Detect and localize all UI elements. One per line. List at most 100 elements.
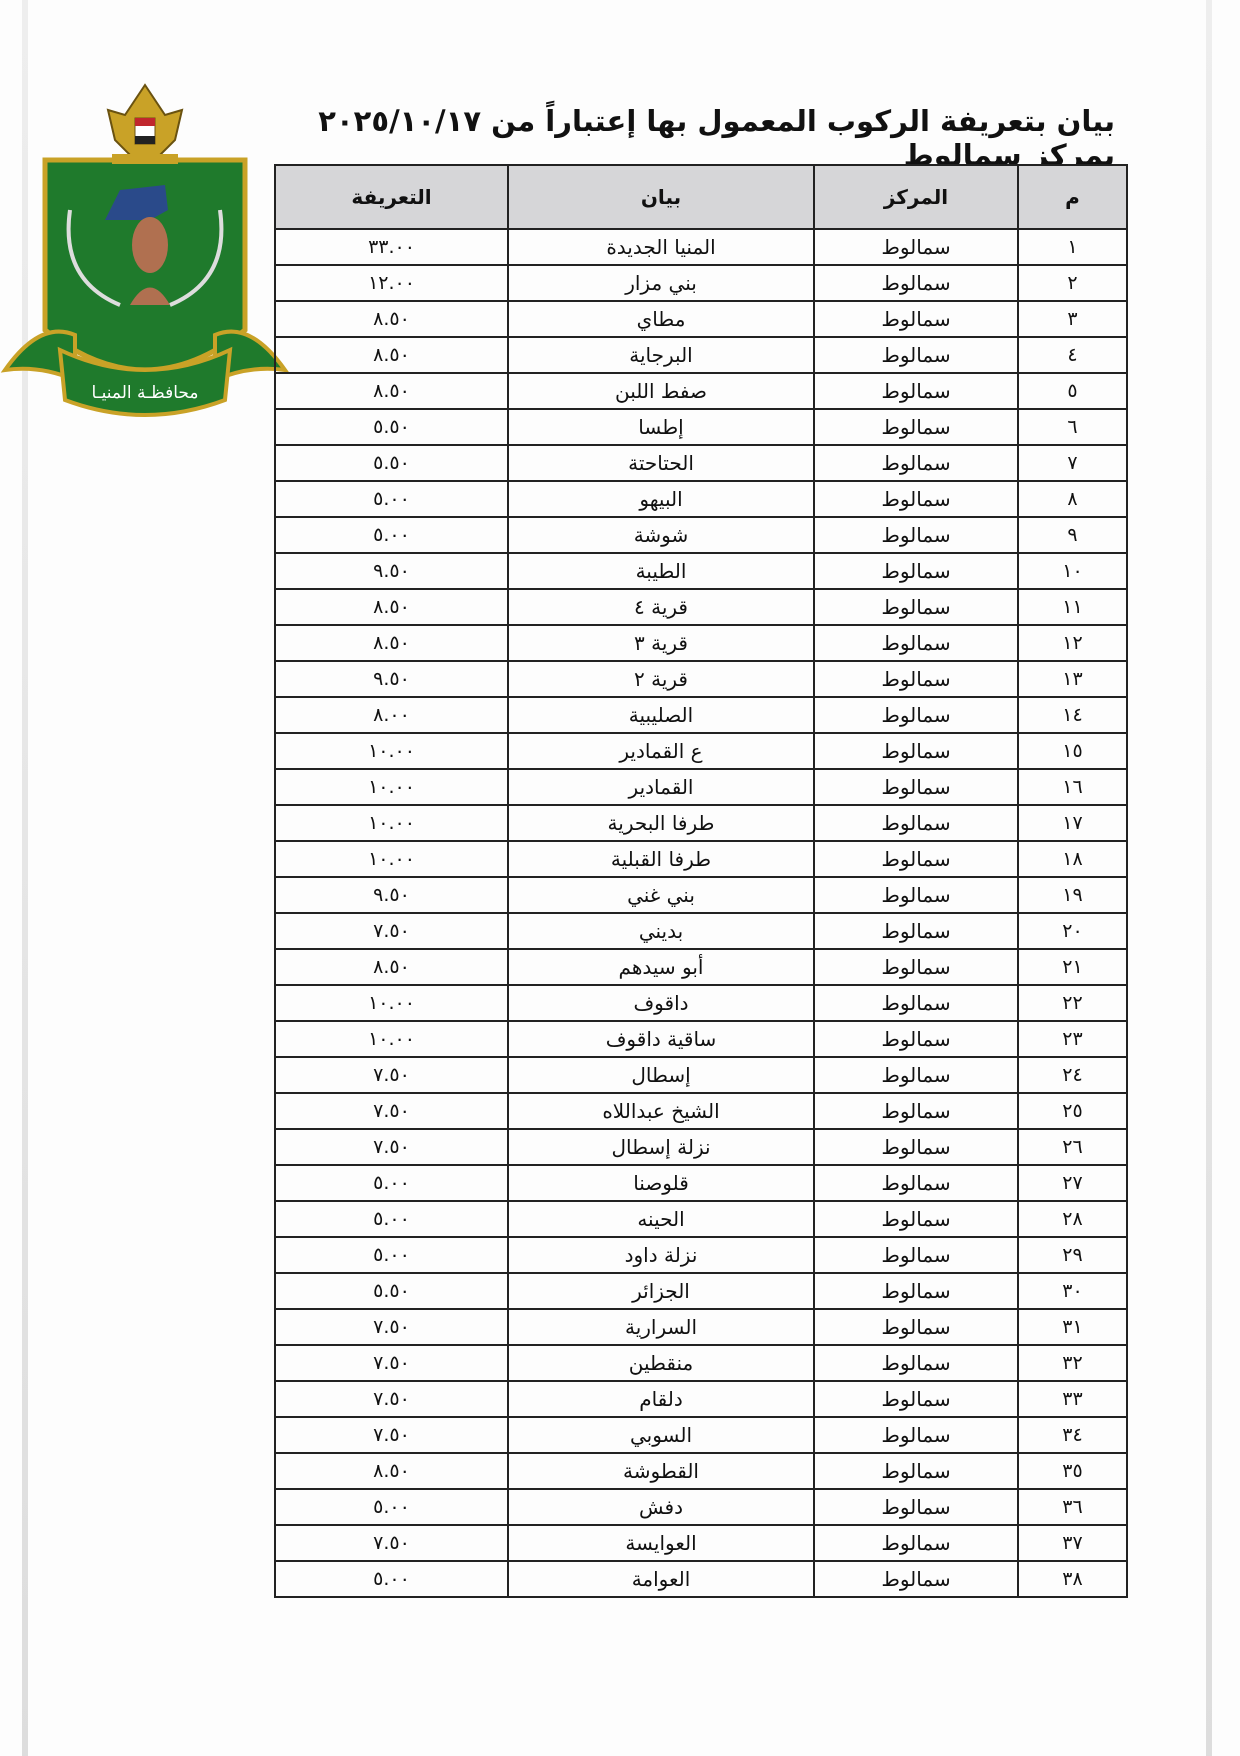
table-row: ٣٠ سمالوط الجزائر ٥.٥٠	[274, 1272, 1128, 1310]
table-row: ١٣ سمالوط قرية ٢ ٩.٥٠	[274, 660, 1128, 698]
cell-index: ١٥	[1017, 732, 1128, 770]
cell-fare: ٧.٥٠	[274, 1128, 509, 1166]
cell-fare: ٨.٠٠	[274, 696, 509, 734]
cell-index: ٢١	[1017, 948, 1128, 986]
table-row: ٢٩ سمالوط نزلة داود ٥.٠٠	[274, 1236, 1128, 1274]
cell-index: ٢	[1017, 264, 1128, 302]
nefertiti-icon	[105, 185, 170, 305]
cell-center: سمالوط	[813, 480, 1019, 518]
cell-index: ٣٣	[1017, 1380, 1128, 1418]
cell-description: أبو سيدهم	[507, 948, 815, 986]
cell-description: شوشة	[507, 516, 815, 554]
table-row: ٣٣ سمالوط دلقام ٧.٥٠	[274, 1380, 1128, 1418]
cell-description: بني مزار	[507, 264, 815, 302]
cell-center: سمالوط	[813, 984, 1019, 1022]
page-edge-right	[1206, 0, 1212, 1756]
cell-center: سمالوط	[813, 840, 1019, 878]
cell-index: ٢٢	[1017, 984, 1128, 1022]
table-row: ٢ سمالوط بني مزار ١٢.٠٠	[274, 264, 1128, 302]
cell-index: ٦	[1017, 408, 1128, 446]
cell-index: ١٤	[1017, 696, 1128, 734]
cell-description: دلقام	[507, 1380, 815, 1418]
cell-index: ١٧	[1017, 804, 1128, 842]
cell-center: سمالوط	[813, 1488, 1019, 1526]
cell-index: ٥	[1017, 372, 1128, 410]
cell-fare: ٨.٥٠	[274, 948, 509, 986]
cell-center: سمالوط	[813, 1452, 1019, 1490]
cell-center: سمالوط	[813, 1380, 1019, 1418]
cell-fare: ٨.٥٠	[274, 336, 509, 374]
eagle-icon	[106, 83, 184, 164]
cell-description: نزلة إسطال	[507, 1128, 815, 1166]
cell-center: سمالوط	[813, 1056, 1019, 1094]
cell-description: القطوشة	[507, 1452, 815, 1490]
table-row: ١٩ سمالوط بني غني ٩.٥٠	[274, 876, 1128, 914]
cell-index: ٤	[1017, 336, 1128, 374]
cell-fare: ٥.٠٠	[274, 480, 509, 518]
cell-center: سمالوط	[813, 1128, 1019, 1166]
cell-center: سمالوط	[813, 876, 1019, 914]
table-row: ٢٧ سمالوط قلوصنا ٥.٠٠	[274, 1164, 1128, 1202]
cell-center: سمالوط	[813, 1344, 1019, 1382]
table-row: ٢٨ سمالوط الحينه ٥.٠٠	[274, 1200, 1128, 1238]
cell-fare: ١٢.٠٠	[274, 264, 509, 302]
cell-fare: ١٠.٠٠	[274, 768, 509, 806]
cell-center: سمالوط	[813, 624, 1019, 662]
page-edge-left	[22, 0, 28, 1756]
logo-text: محافظـة المنيـا	[92, 383, 199, 403]
cell-center: سمالوط	[813, 948, 1019, 986]
cell-center: سمالوط	[813, 1416, 1019, 1454]
cell-center: سمالوط	[813, 1200, 1019, 1238]
table-row: ١٢ سمالوط قرية ٣ ٨.٥٠	[274, 624, 1128, 662]
table-row: ٢٥ سمالوط الشيخ عبداللاه ٧.٥٠	[274, 1092, 1128, 1130]
cell-index: ١١	[1017, 588, 1128, 626]
cell-index: ١٠	[1017, 552, 1128, 590]
cell-description: نزلة داود	[507, 1236, 815, 1274]
table-row: ٣٤ سمالوط السوبي ٧.٥٠	[274, 1416, 1128, 1454]
cell-index: ٣	[1017, 300, 1128, 338]
cell-index: ١٨	[1017, 840, 1128, 878]
table-row: ٢١ سمالوط أبو سيدهم ٨.٥٠	[274, 948, 1128, 986]
table-row: ٢٦ سمالوط نزلة إسطال ٧.٥٠	[274, 1128, 1128, 1166]
table-header-row: م المركز بيان التعريفة	[274, 164, 1128, 230]
cell-index: ٢٩	[1017, 1236, 1128, 1274]
cell-index: ٢٥	[1017, 1092, 1128, 1130]
table-row: ٤ سمالوط البرجاية ٨.٥٠	[274, 336, 1128, 374]
cell-index: ٢٠	[1017, 912, 1128, 950]
table-row: ٢٤ سمالوط إسطال ٧.٥٠	[274, 1056, 1128, 1094]
cell-center: سمالوط	[813, 1272, 1019, 1310]
cell-center: سمالوط	[813, 1092, 1019, 1130]
cell-description: العوايسة	[507, 1524, 815, 1562]
cell-fare: ٥.٠٠	[274, 1236, 509, 1274]
cell-fare: ٧.٥٠	[274, 1380, 509, 1418]
cell-description: العوامة	[507, 1560, 815, 1598]
cell-description: البرجاية	[507, 336, 815, 374]
table-row: ١٥ سمالوط ع القمادير ١٠.٠٠	[274, 732, 1128, 770]
cell-index: ١٩	[1017, 876, 1128, 914]
cell-description: طرفا القبلية	[507, 840, 815, 878]
cell-description: الحتاحتة	[507, 444, 815, 482]
cell-fare: ١٠.٠٠	[274, 984, 509, 1022]
cell-center: سمالوط	[813, 1560, 1019, 1598]
cell-description: قرية ٢	[507, 660, 815, 698]
table-row: ١١ سمالوط قرية ٤ ٨.٥٠	[274, 588, 1128, 626]
cell-fare: ٧.٥٠	[274, 1344, 509, 1382]
table-row: ١٦ سمالوط القمادير ١٠.٠٠	[274, 768, 1128, 806]
table-row: ١٨ سمالوط طرفا القبلية ١٠.٠٠	[274, 840, 1128, 878]
cell-description: بني غني	[507, 876, 815, 914]
cell-center: سمالوط	[813, 1020, 1019, 1058]
cell-description: البيهو	[507, 480, 815, 518]
cell-center: سمالوط	[813, 696, 1019, 734]
cell-description: طرفا البحرية	[507, 804, 815, 842]
table-row: ٧ سمالوط الحتاحتة ٥.٥٠	[274, 444, 1128, 482]
table-row: ٣٨ سمالوط العوامة ٥.٠٠	[274, 1560, 1128, 1598]
table-row: ٦ سمالوط إطسا ٥.٥٠	[274, 408, 1128, 446]
cell-fare: ٥.٠٠	[274, 1560, 509, 1598]
header-description: بيان	[507, 164, 815, 230]
cell-fare: ٥.٥٠	[274, 1272, 509, 1310]
cell-index: ٣٦	[1017, 1488, 1128, 1526]
cell-fare: ٥.٠٠	[274, 1488, 509, 1526]
cell-index: ٣٨	[1017, 1560, 1128, 1598]
cell-center: سمالوط	[813, 372, 1019, 410]
cell-fare: ٥.٥٠	[274, 444, 509, 482]
